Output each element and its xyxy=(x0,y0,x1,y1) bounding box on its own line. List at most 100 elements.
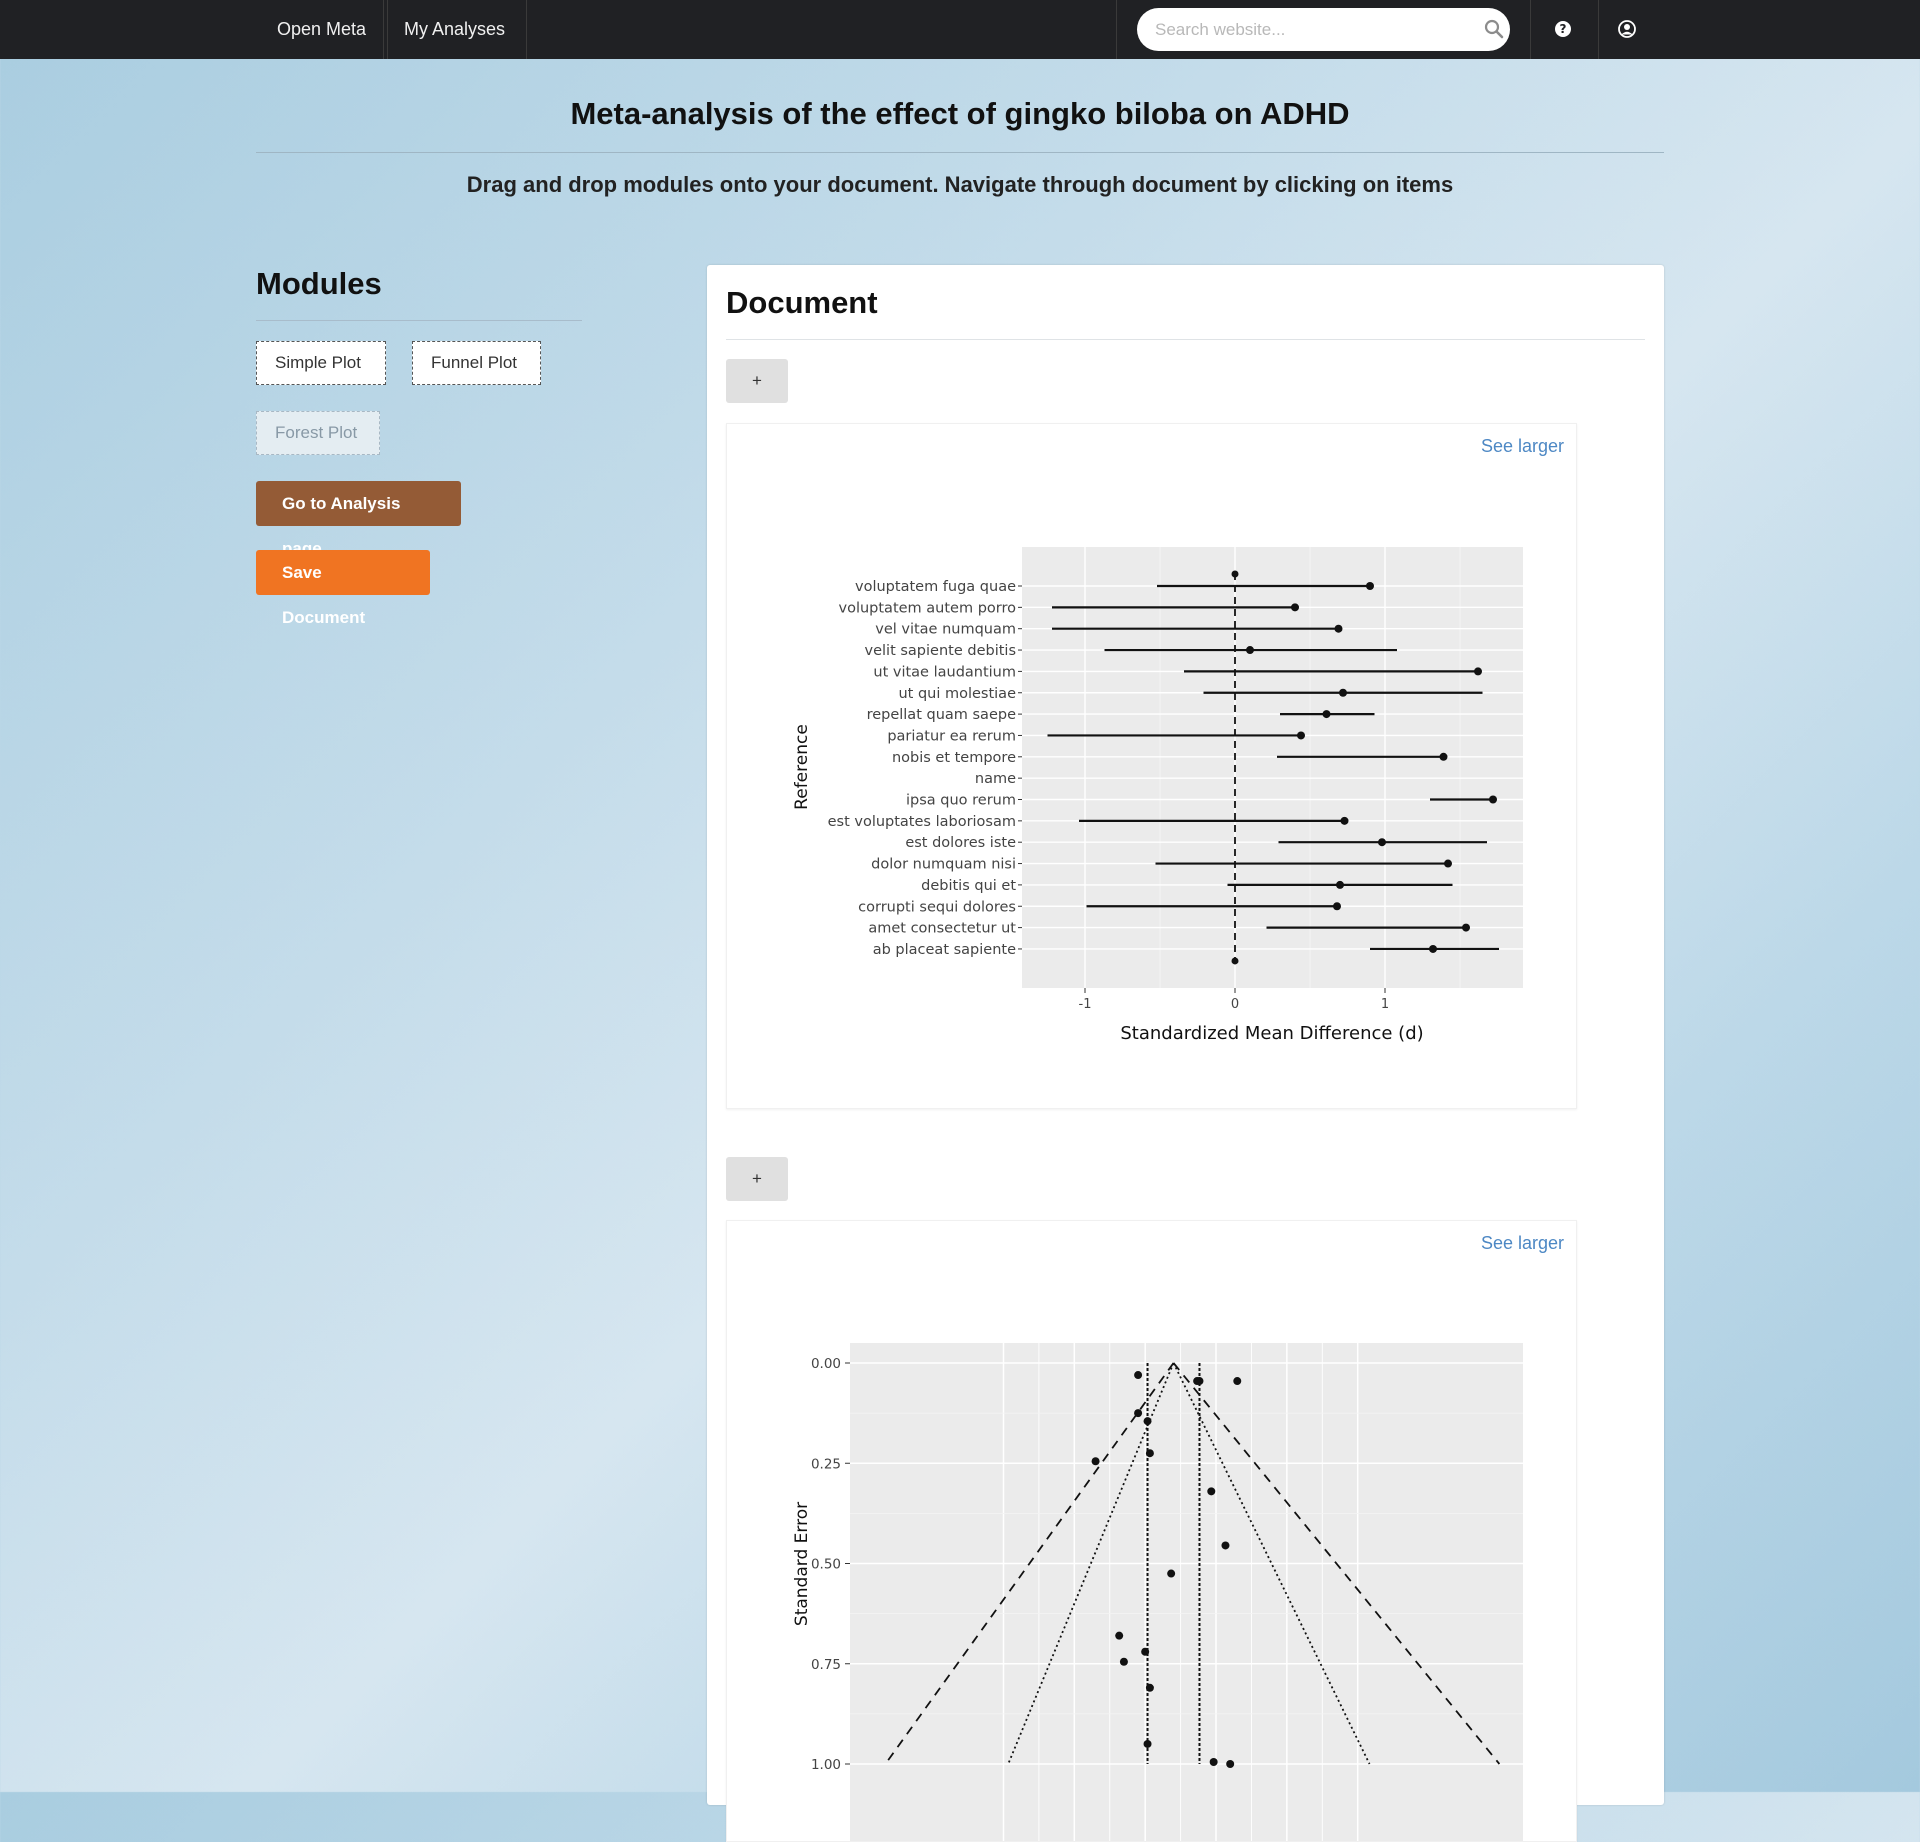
funnel-y-tick-label: 0.00 xyxy=(811,1356,841,1372)
funnel-y-tick-label: 0.25 xyxy=(811,1456,841,1472)
page-subtitle: Drag and drop modules onto your document… xyxy=(466,172,1454,197)
forest-row-label: name xyxy=(975,771,1016,787)
funnel-point xyxy=(1193,1377,1202,1386)
funnel-point xyxy=(1167,1569,1176,1578)
forest-plot-panel xyxy=(1022,547,1523,988)
forest-row-label: ut vitae laudantium xyxy=(873,664,1016,680)
forest-point xyxy=(1489,795,1497,804)
funnel-y-tick-label: 1.00 xyxy=(811,1757,841,1773)
funnel-point xyxy=(1119,1657,1128,1666)
forest-row-label: pariatur ea rerum xyxy=(887,728,1016,744)
module-forest-plot[interactable]: Forest Plot xyxy=(256,411,380,455)
funnel-outer-bound-line xyxy=(884,1362,1175,1765)
forest-x-tick-label: 1 xyxy=(1381,997,1389,1012)
search-icon[interactable] xyxy=(1484,19,1504,39)
title-divider xyxy=(256,152,1664,153)
module-simple-plot[interactable]: Simple Plot xyxy=(256,341,386,385)
forest-row-label: est voluptates laboriosam xyxy=(828,814,1016,830)
forest-row-label: est dolores iste xyxy=(905,835,1016,851)
document-panel: Document + See larger -1 0 1 voluptatem fug… xyxy=(707,265,1664,1842)
forest-row-label: ut qui molestiae xyxy=(898,686,1016,702)
forest-plot-chart: -1 0 1 voluptatem fuga quae voluptatem autem… xyxy=(792,547,1523,1044)
forest-point xyxy=(1340,816,1349,825)
forest-point xyxy=(1462,923,1470,932)
forest-point xyxy=(1231,570,1239,578)
forest-plot-card: See larger -1 0 1 voluptatem fuga quae volup… xyxy=(726,423,1577,1109)
funnel-plot-panel xyxy=(850,1343,1523,1841)
forest-row-label: nobis et tempore xyxy=(892,750,1016,766)
go-to-analysis-button[interactable]: Go to Analysis page xyxy=(256,481,461,558)
document-heading: Document xyxy=(726,285,878,320)
forest-row-label: ab placeat sapiente xyxy=(873,942,1016,958)
forest-point xyxy=(1366,582,1374,590)
forest-row-label: velit sapiente debitis xyxy=(865,643,1016,659)
funnel-point xyxy=(1145,1449,1154,1458)
add-module-button[interactable]: + xyxy=(726,359,788,403)
funnel-point xyxy=(1143,1739,1152,1748)
forest-point xyxy=(1246,646,1254,655)
funnel-point xyxy=(1091,1457,1100,1466)
forest-point xyxy=(1429,944,1437,953)
forest-point xyxy=(1439,752,1448,761)
funnel-point xyxy=(1207,1487,1216,1496)
forest-point xyxy=(1334,624,1343,633)
search-input[interactable] xyxy=(1137,8,1510,51)
forest-row-label: voluptatem fuga quae xyxy=(855,579,1016,595)
funnel-point xyxy=(1141,1647,1150,1656)
page-title: Meta-analysis of the effect of gingko bi… xyxy=(570,96,1350,131)
funnel-outer-bound-line xyxy=(1172,1362,1501,1765)
see-larger-link[interactable]: See larger xyxy=(1480,1233,1564,1253)
funnel-point xyxy=(1209,1757,1218,1766)
nav-my-analyses-link[interactable]: My Analyses xyxy=(383,0,528,59)
save-document-button[interactable]: Save Document xyxy=(256,550,430,627)
forest-x-axis-label: Standardized Mean Difference (d) xyxy=(1120,1023,1423,1044)
forest-point xyxy=(1444,859,1452,868)
forest-point xyxy=(1297,731,1305,740)
forest-row-label: dolor numquam nisi xyxy=(871,857,1016,873)
funnel-plot-chart: 0.00 0.25 0.50 0.75 1.00 Standard Error xyxy=(792,1343,1523,1841)
funnel-point xyxy=(1226,1760,1235,1768)
funnel-inner-bound-line xyxy=(1172,1362,1371,1765)
forest-row-label: corrupti sequi dolores xyxy=(858,899,1016,915)
see-larger-link[interactable]: See larger xyxy=(1480,436,1564,456)
funnel-point xyxy=(1221,1541,1230,1550)
funnel-inner-bound-line xyxy=(1007,1362,1175,1765)
forest-point xyxy=(1322,710,1331,719)
funnel-y-axis-label: Standard Error xyxy=(792,1502,812,1626)
nav-brand-link[interactable]: Open Meta xyxy=(256,0,389,59)
funnel-point xyxy=(1145,1683,1154,1692)
funnel-y-tick-label: 0.50 xyxy=(811,1557,841,1573)
funnel-point xyxy=(1143,1417,1152,1426)
modules-divider xyxy=(256,320,582,321)
funnel-plot-card: See larger 0.00 0.25 0.50 0.75 1.00 Standard… xyxy=(726,1220,1577,1842)
svg-text:?: ? xyxy=(1560,22,1567,36)
funnel-point xyxy=(1233,1377,1242,1386)
forest-row-label: repellat quam saepe xyxy=(867,707,1017,723)
module-funnel-plot[interactable]: Funnel Plot xyxy=(412,341,541,385)
forest-x-tick-label: 0 xyxy=(1231,997,1239,1012)
funnel-point xyxy=(1134,1409,1143,1418)
forest-row-label: amet consectetur ut xyxy=(868,921,1016,937)
search-container xyxy=(1116,0,1531,59)
forest-row-label: ipsa quo rerum xyxy=(906,793,1016,809)
modules-heading: Modules xyxy=(256,266,382,301)
add-module-button[interactable]: + xyxy=(726,1157,788,1201)
forest-point xyxy=(1336,880,1344,889)
forest-row-label: debitis qui et xyxy=(921,878,1016,894)
funnel-point xyxy=(1115,1631,1124,1640)
forest-point xyxy=(1339,688,1347,697)
forest-x-tick-label: -1 xyxy=(1079,997,1092,1012)
user-account-icon[interactable] xyxy=(1616,18,1638,40)
forest-point xyxy=(1378,838,1386,847)
funnel-point xyxy=(1134,1371,1143,1380)
forest-point xyxy=(1291,603,1299,612)
forest-row-label: voluptatem autem porro xyxy=(839,600,1017,616)
forest-point xyxy=(1231,957,1239,965)
help-icon[interactable]: ? xyxy=(1552,18,1574,40)
funnel-y-tick-label: 0.75 xyxy=(811,1657,841,1673)
forest-row-label: vel vitae numquam xyxy=(875,622,1016,638)
forest-point xyxy=(1474,667,1482,676)
document-divider xyxy=(726,339,1645,340)
nav-divider xyxy=(1598,0,1599,59)
nav-divider xyxy=(383,0,384,59)
